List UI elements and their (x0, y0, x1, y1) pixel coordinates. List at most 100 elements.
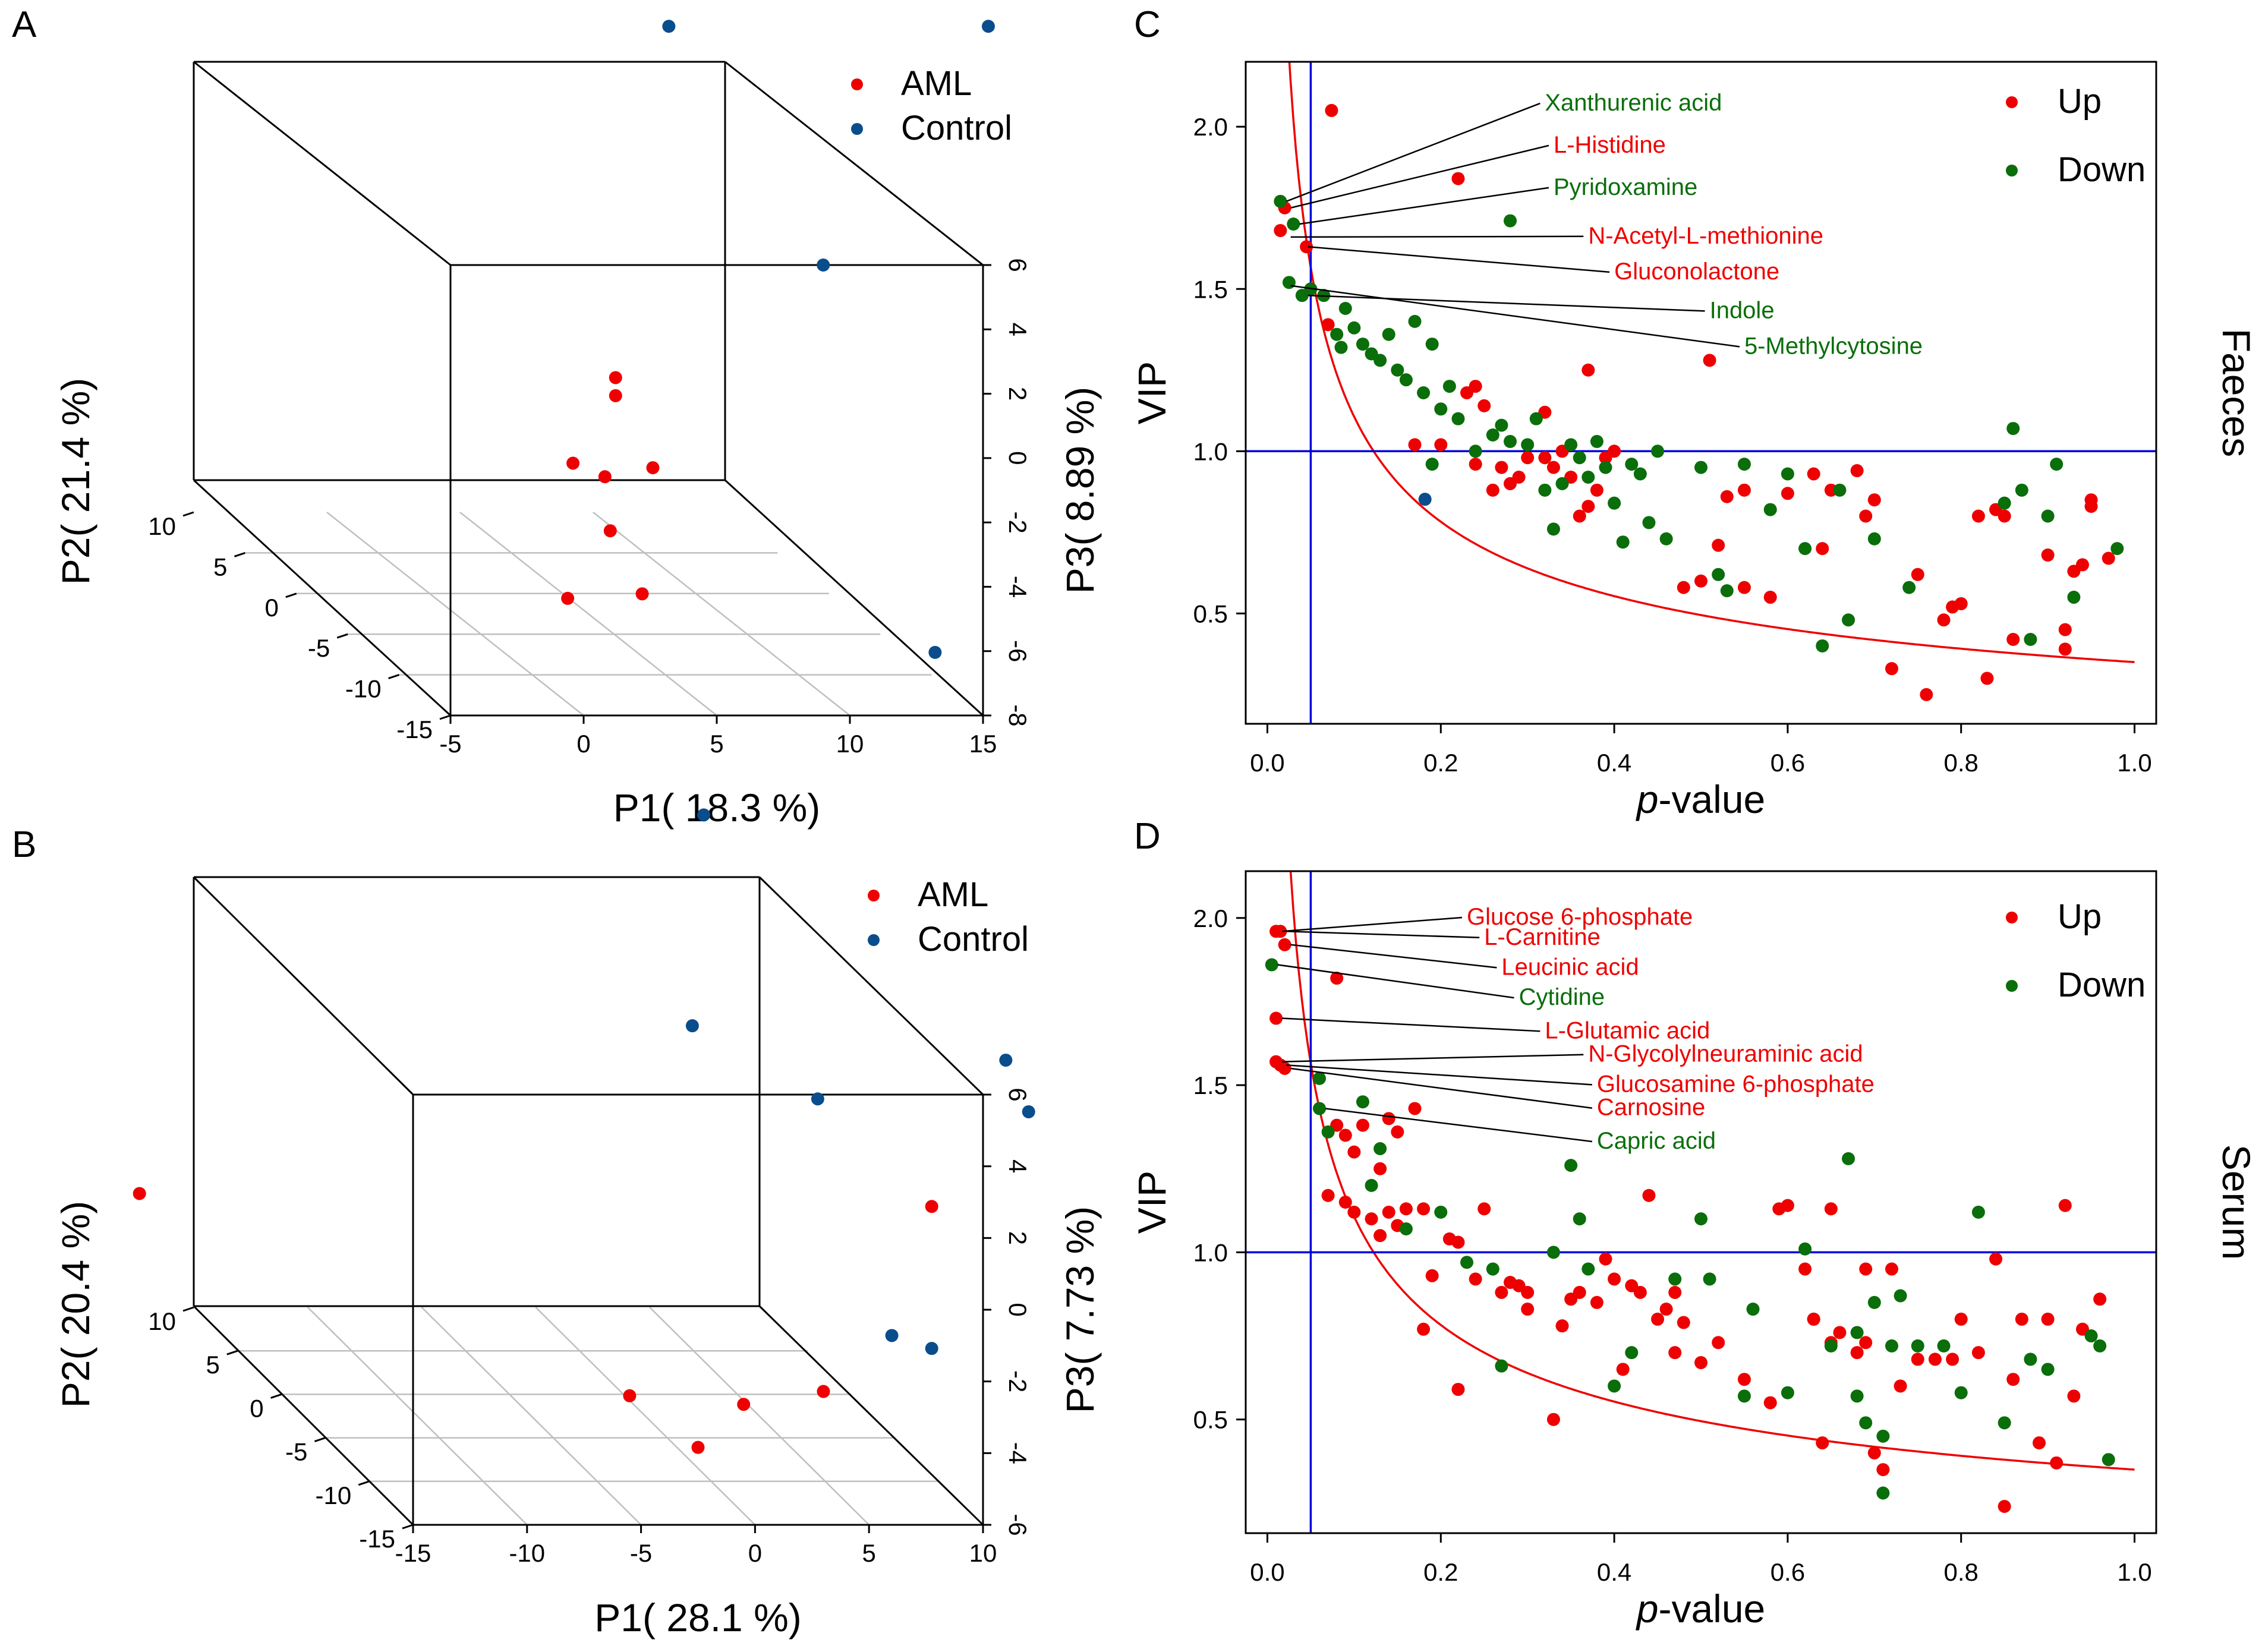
annotation-leader (1308, 246, 1610, 273)
vip-point-up (2058, 642, 2072, 656)
annotation-label: L-Histidine (1554, 132, 1666, 158)
vip-point-down (1347, 321, 1361, 335)
vip-point-up (1859, 509, 1873, 523)
vip-point-up (1581, 363, 1595, 377)
y-tick-label: 0.5 (1193, 600, 1228, 628)
x-tick-label: -10 (509, 1539, 545, 1567)
vip-point-down (1616, 535, 1630, 549)
vip-point-down (1816, 639, 1829, 652)
vip-point-down (1425, 458, 1439, 471)
vip-point-up (1894, 1379, 1907, 1393)
vip-point-up (1867, 493, 1881, 507)
vip-point-down (1694, 461, 1707, 474)
vip-point-down (2024, 633, 2037, 647)
x-axis-title: P1( 28.1 %) (594, 1596, 802, 1640)
vip-point-down (1555, 477, 1569, 490)
z-axis-title: P3( 7.73 %) (1058, 1206, 1102, 1414)
vip-point-up (1573, 509, 1586, 523)
vip-point-up (1971, 1346, 1985, 1360)
vip-point-up (1850, 464, 1864, 478)
vip-point-down (2006, 422, 2020, 436)
legend-marker (868, 890, 880, 901)
vip-point-down (1850, 1326, 1864, 1339)
vip-point-down (1668, 1272, 1682, 1286)
x-axis-title-rest: -value (1658, 1587, 1765, 1631)
x-tick-label: 0.2 (1423, 749, 1458, 777)
vip-point-up (1486, 483, 1499, 497)
vip-point-up (1546, 1413, 1560, 1426)
x-tick-label: 1.0 (2117, 749, 2151, 777)
vip-point-up (1417, 1322, 1431, 1336)
annotation-label: N-Glycolylneuraminic acid (1588, 1041, 1863, 1067)
side-label: Serum (2214, 1145, 2258, 1260)
vip-point-up (1608, 444, 1621, 458)
vip-point-down (1867, 1295, 1881, 1309)
vip-point-up (1300, 240, 1313, 254)
z-axis-title: P3( 8.89 %) (1058, 387, 1102, 594)
pca-point-control (817, 258, 830, 272)
panel-letter: A (12, 4, 37, 45)
z-tick-label: -2 (1004, 1370, 1032, 1392)
vip-point-down (1954, 1386, 1968, 1399)
pca-point-control (697, 808, 711, 822)
vip-point-down (1876, 1429, 1890, 1443)
vip-point-up (1920, 688, 1933, 701)
vip-point-up (1807, 1312, 1820, 1326)
legend-marker (2006, 912, 2018, 923)
vip-point-down (1382, 327, 1395, 341)
x-tick-label: 0.4 (1597, 749, 1631, 777)
box-edge (758, 876, 984, 1096)
vip-point-up (1269, 1011, 1283, 1025)
vip-point-down (1833, 483, 1847, 497)
vip-point-down (1590, 434, 1603, 448)
vip-point-up (1954, 1312, 1968, 1326)
legend-marker (851, 78, 863, 90)
vip-point-up (1694, 574, 1707, 588)
pca-point-control (662, 20, 676, 33)
vip-point-down (1495, 418, 1508, 432)
vip-point-up (1816, 1436, 1829, 1450)
vip-point-down (1885, 1339, 1898, 1353)
vip-point-up (2058, 623, 2072, 636)
annotation-leader (1308, 294, 1705, 312)
vip-point-up (1356, 1118, 1369, 1132)
vip-point-down (1282, 276, 1296, 289)
vip-point-down (1546, 522, 1560, 536)
vip-point-up (1274, 223, 1287, 237)
pca-point-aml (691, 1440, 705, 1454)
z-tick-label: 0 (1004, 1303, 1032, 1316)
vip-point-down (1703, 1272, 1716, 1286)
z-tick-label: -6 (1004, 1514, 1032, 1536)
vip-point-down (1365, 1178, 1378, 1192)
pca-point-control (685, 1019, 699, 1033)
vip-point-down (1313, 1102, 1327, 1115)
y-tick-label: -10 (345, 675, 382, 703)
x-tick-label: -15 (395, 1539, 431, 1567)
vip-point-up (1911, 568, 1924, 581)
vip-point-up (1980, 671, 1994, 685)
vip-point-down (1356, 1095, 1369, 1109)
vip-point-up (1573, 1285, 1586, 1299)
vip-point-down (1737, 458, 1751, 471)
vip-point-down (1529, 412, 1543, 425)
vip-point-down (1659, 532, 1673, 546)
x-tick-label: 0.6 (1770, 1558, 1805, 1586)
legend-marker (2006, 96, 2018, 108)
vip-point-up (1460, 386, 1474, 399)
z-tick-label: 2 (1004, 1231, 1032, 1245)
vip-point-up (1633, 1285, 1647, 1299)
vip-point-up (1521, 1285, 1535, 1299)
pca-point-aml (737, 1398, 751, 1411)
annotation-leader (1290, 144, 1549, 209)
y-tick-label: 5 (213, 553, 227, 581)
vip-point-up (1581, 500, 1595, 513)
vip-point-down (1287, 217, 1300, 231)
vip-point-up (1651, 1312, 1665, 1326)
floor-grid-line (421, 1307, 642, 1525)
vip-point-down (1737, 1389, 1751, 1403)
vip-point-down (1538, 483, 1552, 497)
box-edge (724, 61, 984, 266)
vip-point-down (1867, 532, 1881, 546)
box-edge (724, 479, 984, 717)
pca-point-aml (561, 591, 575, 605)
